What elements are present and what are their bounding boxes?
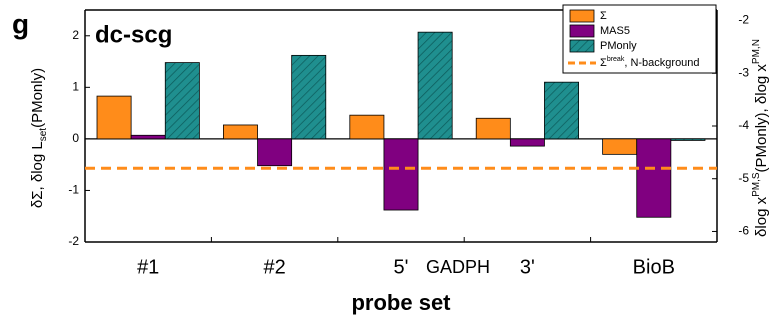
y-axis-label: δΣ, δlog Lset(PMonly) [29,68,49,208]
bar [417,31,453,140]
bar [509,138,545,147]
bar [291,54,327,140]
y2-axis-label: δlog xPM,S(PMonly), δlog xPM,N [751,39,769,237]
y-tick-label: -2 [68,234,79,248]
chart-title: dc-scg [95,21,172,48]
y-axis-label-part: δΣ, δlog L [29,141,46,208]
legend-swatch [569,39,595,53]
bar [223,124,258,140]
panel-label: g [12,8,29,39]
x-tick-label: #2 [263,256,285,278]
y2-axis-label-part: δlog x [753,196,769,237]
x-tick-label: BioB [633,256,675,278]
bar [670,138,706,141]
bar [257,138,293,167]
y-axis-label-part: (PMonly) [29,68,46,128]
legend-label: PMonly [600,40,637,52]
bar [636,138,672,218]
x-tick-label: 5' [394,256,409,278]
legend-label: MAS5 [600,25,630,37]
y-tick-label: -1 [68,183,79,197]
y2-axis-label-part: , δlog x [753,64,769,113]
y2-tick-label: -3 [738,65,749,79]
y2-tick-label: -4 [738,118,749,132]
y2-axis-label-part: PM,N [751,39,762,64]
bar [96,95,132,140]
legend-label: Σbreak, N-background [600,56,700,69]
bar [383,138,419,211]
bar [544,81,579,140]
y2-tick-label: -5 [738,171,749,185]
legend-label: Σ [600,10,607,22]
legend-swatch [569,24,595,38]
x-axis-label: probe set [351,290,451,315]
bar [349,114,385,140]
y-tick-label: 2 [72,28,79,42]
bar [130,134,166,140]
bar [475,117,511,140]
y2-axis-label-part: (PMonly) [753,112,769,172]
x-tick-label: #1 [137,256,159,278]
bar [164,62,200,140]
x-tick-label: 3' [520,256,535,278]
y-tick-label: 1 [72,80,79,94]
y2-tick-label: -6 [738,224,749,238]
legend-swatch [569,9,595,23]
legend-label-part: break [607,56,625,63]
y2-axis-label-part: PM,S [751,172,762,197]
y2-tick-label: -2 [738,13,749,27]
annotation: GADPH [426,257,490,277]
legend-label-part: , N-background [624,57,699,69]
bar [602,138,638,155]
y-axis-label-part: set [38,128,49,142]
y-tick-label: 0 [72,131,79,145]
legend-label-part: Σ [600,57,607,69]
